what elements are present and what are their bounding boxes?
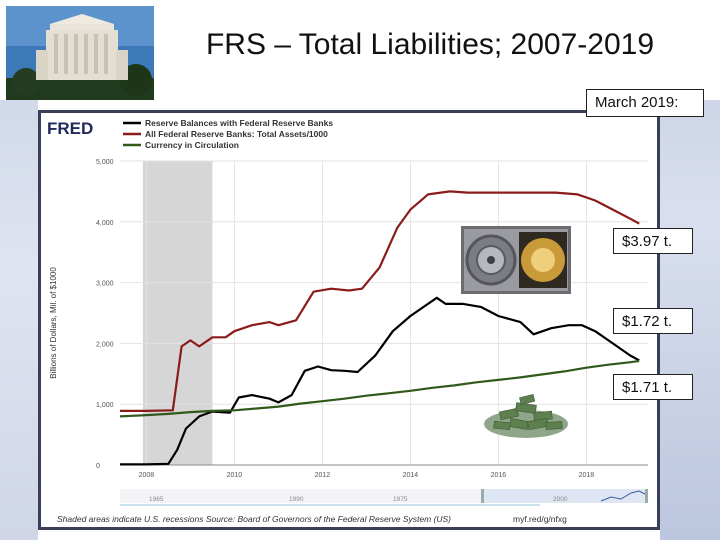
navigator-left-handle[interactable] [481,489,484,503]
chart-legend: Reserve Balances with Federal Reserve Ba… [123,118,333,150]
navigator-year-label: 2000 [553,496,568,503]
short-link[interactable]: myf.red/g/nfxg [513,514,567,524]
fred-line-chart: FRED Reserve Balances with Federal Reser… [47,118,648,524]
y-tick-label: 5,000 [96,159,114,166]
navigator-year-label: 1965 [149,496,164,503]
currency-value-callout: $1.71 t. [613,374,693,400]
x-tick-label: 2008 [139,472,155,479]
source-note: Shaded areas indicate U.S. recessions So… [57,514,451,524]
navigator-selection[interactable] [481,489,648,503]
y-tick-label: 4,000 [96,220,114,227]
bank-vault-image [461,226,571,294]
legend-label: All Federal Reserve Banks: Total Assets/… [145,129,328,139]
navigator-labels: 1965 1990 1975 2000 [149,496,568,503]
y-tick-label: 1,000 [96,402,114,409]
navigator-scrollbar[interactable] [120,504,540,506]
reserve-balances-value-callout: $1.72 t. [613,308,693,334]
date-callout: March 2019: [586,89,704,117]
series-line-3 [119,359,640,418]
money-pile-image [480,388,572,440]
total-assets-value-callout: $3.97 t. [613,228,693,254]
recession-shading [142,161,213,465]
navigator-sparkline [600,490,646,502]
x-tick-label: 2012 [315,472,331,479]
x-tick-label: 2018 [579,472,595,479]
navigator-year-label: 1975 [393,496,408,503]
series-line-2 [120,190,640,412]
slide-title: FRS – Total Liabilities; 2007-2019 [205,28,655,61]
x-tick-label: 2016 [491,472,507,479]
y-tick-label: 2,000 [96,341,114,348]
legend-label: Currency in Circulation [145,140,239,150]
legend-label: Reserve Balances with Federal Reserve Ba… [145,118,333,128]
x-tick-label: 2010 [227,472,243,479]
y-tick-label: 0 [96,463,100,470]
navigator-right-handle[interactable] [645,489,648,503]
y-axis-label: Billions of Dollars, Mil. of $1000 [49,267,58,379]
x-tick-label: 2014 [403,472,419,479]
federal-reserve-building-photo [6,6,154,100]
plot-area: 0 1,000 2,000 3,000 4,000 5,000 2008 2010 2012 20… [96,159,648,479]
navigator-year-label: 1990 [289,496,304,503]
y-tick-label: 3,000 [96,281,114,288]
fred-chart-frame: FRED Reserve Balances with Federal Reser… [38,110,660,530]
fred-logo: FRED [47,119,93,138]
